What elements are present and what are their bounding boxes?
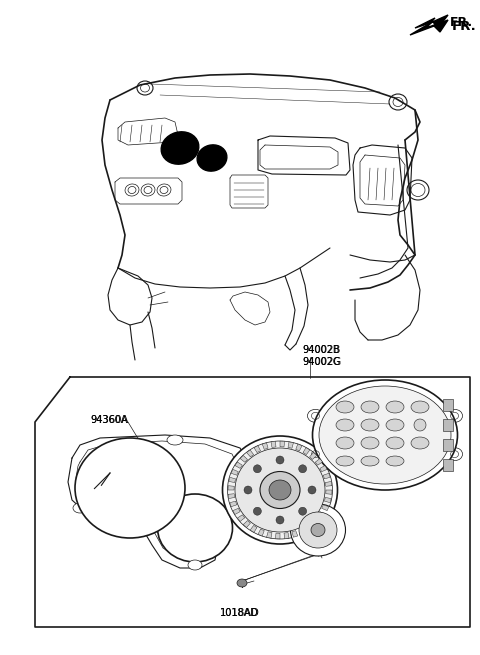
Polygon shape	[322, 505, 329, 511]
Polygon shape	[410, 20, 448, 35]
Bar	[443, 459, 453, 471]
Ellipse shape	[75, 438, 185, 538]
Polygon shape	[288, 442, 293, 448]
Text: 94002B: 94002B	[302, 345, 340, 355]
Text: 94002G: 94002G	[302, 357, 340, 367]
Polygon shape	[231, 470, 238, 476]
Polygon shape	[292, 531, 298, 537]
Circle shape	[253, 465, 262, 473]
Ellipse shape	[336, 401, 354, 413]
Ellipse shape	[161, 132, 199, 164]
Ellipse shape	[319, 386, 451, 484]
Polygon shape	[247, 450, 253, 457]
Ellipse shape	[336, 419, 354, 431]
Polygon shape	[240, 455, 248, 462]
Polygon shape	[243, 521, 251, 527]
Polygon shape	[276, 533, 280, 539]
Polygon shape	[315, 458, 323, 465]
Polygon shape	[323, 474, 330, 479]
Polygon shape	[303, 447, 310, 455]
Polygon shape	[320, 466, 327, 472]
Polygon shape	[250, 525, 257, 533]
Ellipse shape	[223, 436, 337, 544]
Ellipse shape	[361, 456, 379, 466]
Ellipse shape	[73, 503, 87, 513]
Ellipse shape	[308, 409, 324, 422]
Polygon shape	[266, 532, 272, 538]
Polygon shape	[230, 501, 237, 507]
Polygon shape	[306, 523, 313, 530]
Polygon shape	[325, 481, 332, 486]
Polygon shape	[280, 441, 285, 447]
Polygon shape	[318, 512, 325, 518]
Bar	[443, 439, 453, 451]
Text: FR.: FR.	[450, 16, 473, 29]
Polygon shape	[324, 498, 331, 502]
Ellipse shape	[361, 419, 379, 431]
Polygon shape	[233, 508, 240, 514]
Polygon shape	[262, 443, 268, 449]
Bar	[443, 399, 453, 411]
Circle shape	[299, 507, 307, 515]
Text: 94360A: 94360A	[90, 415, 127, 425]
Ellipse shape	[290, 504, 346, 556]
Circle shape	[244, 486, 252, 494]
Ellipse shape	[312, 380, 457, 490]
Text: 94365: 94365	[355, 388, 386, 398]
Ellipse shape	[411, 437, 429, 449]
Ellipse shape	[188, 560, 202, 570]
Ellipse shape	[336, 437, 354, 449]
Polygon shape	[326, 490, 332, 495]
Ellipse shape	[386, 401, 404, 413]
Ellipse shape	[299, 512, 337, 548]
Ellipse shape	[411, 401, 429, 413]
Text: 94002B: 94002B	[302, 345, 339, 355]
Text: FR.: FR.	[452, 20, 477, 33]
Circle shape	[276, 456, 284, 464]
Ellipse shape	[336, 456, 354, 466]
Circle shape	[299, 465, 307, 473]
Ellipse shape	[308, 447, 324, 460]
Ellipse shape	[311, 523, 325, 536]
Ellipse shape	[157, 494, 232, 562]
Ellipse shape	[269, 480, 291, 500]
Polygon shape	[228, 494, 235, 498]
Ellipse shape	[386, 437, 404, 449]
Text: 1018AD: 1018AD	[220, 608, 259, 618]
Polygon shape	[238, 515, 245, 521]
Polygon shape	[258, 529, 264, 536]
Ellipse shape	[386, 456, 404, 466]
Ellipse shape	[361, 401, 379, 413]
Ellipse shape	[235, 448, 325, 532]
Ellipse shape	[197, 145, 227, 171]
Ellipse shape	[446, 409, 463, 422]
Polygon shape	[254, 445, 261, 453]
Polygon shape	[235, 462, 242, 468]
Polygon shape	[312, 518, 320, 525]
Ellipse shape	[167, 435, 183, 445]
Polygon shape	[415, 15, 448, 28]
Ellipse shape	[237, 579, 247, 587]
Circle shape	[276, 516, 284, 524]
Polygon shape	[300, 527, 306, 534]
Polygon shape	[229, 477, 236, 483]
Polygon shape	[271, 441, 276, 447]
Text: 94360A: 94360A	[90, 415, 128, 425]
Polygon shape	[284, 533, 289, 538]
Ellipse shape	[446, 447, 463, 460]
Text: 1018AD: 1018AD	[220, 608, 260, 618]
Polygon shape	[310, 453, 317, 459]
Polygon shape	[296, 444, 302, 451]
Ellipse shape	[361, 437, 379, 449]
Ellipse shape	[414, 419, 426, 431]
Ellipse shape	[260, 472, 300, 508]
Circle shape	[253, 507, 262, 515]
Bar	[443, 419, 453, 431]
Circle shape	[308, 486, 316, 494]
Text: 94002G: 94002G	[302, 357, 341, 367]
Polygon shape	[228, 486, 234, 490]
Ellipse shape	[228, 441, 333, 539]
Text: 94365: 94365	[355, 388, 386, 398]
Ellipse shape	[386, 419, 404, 431]
